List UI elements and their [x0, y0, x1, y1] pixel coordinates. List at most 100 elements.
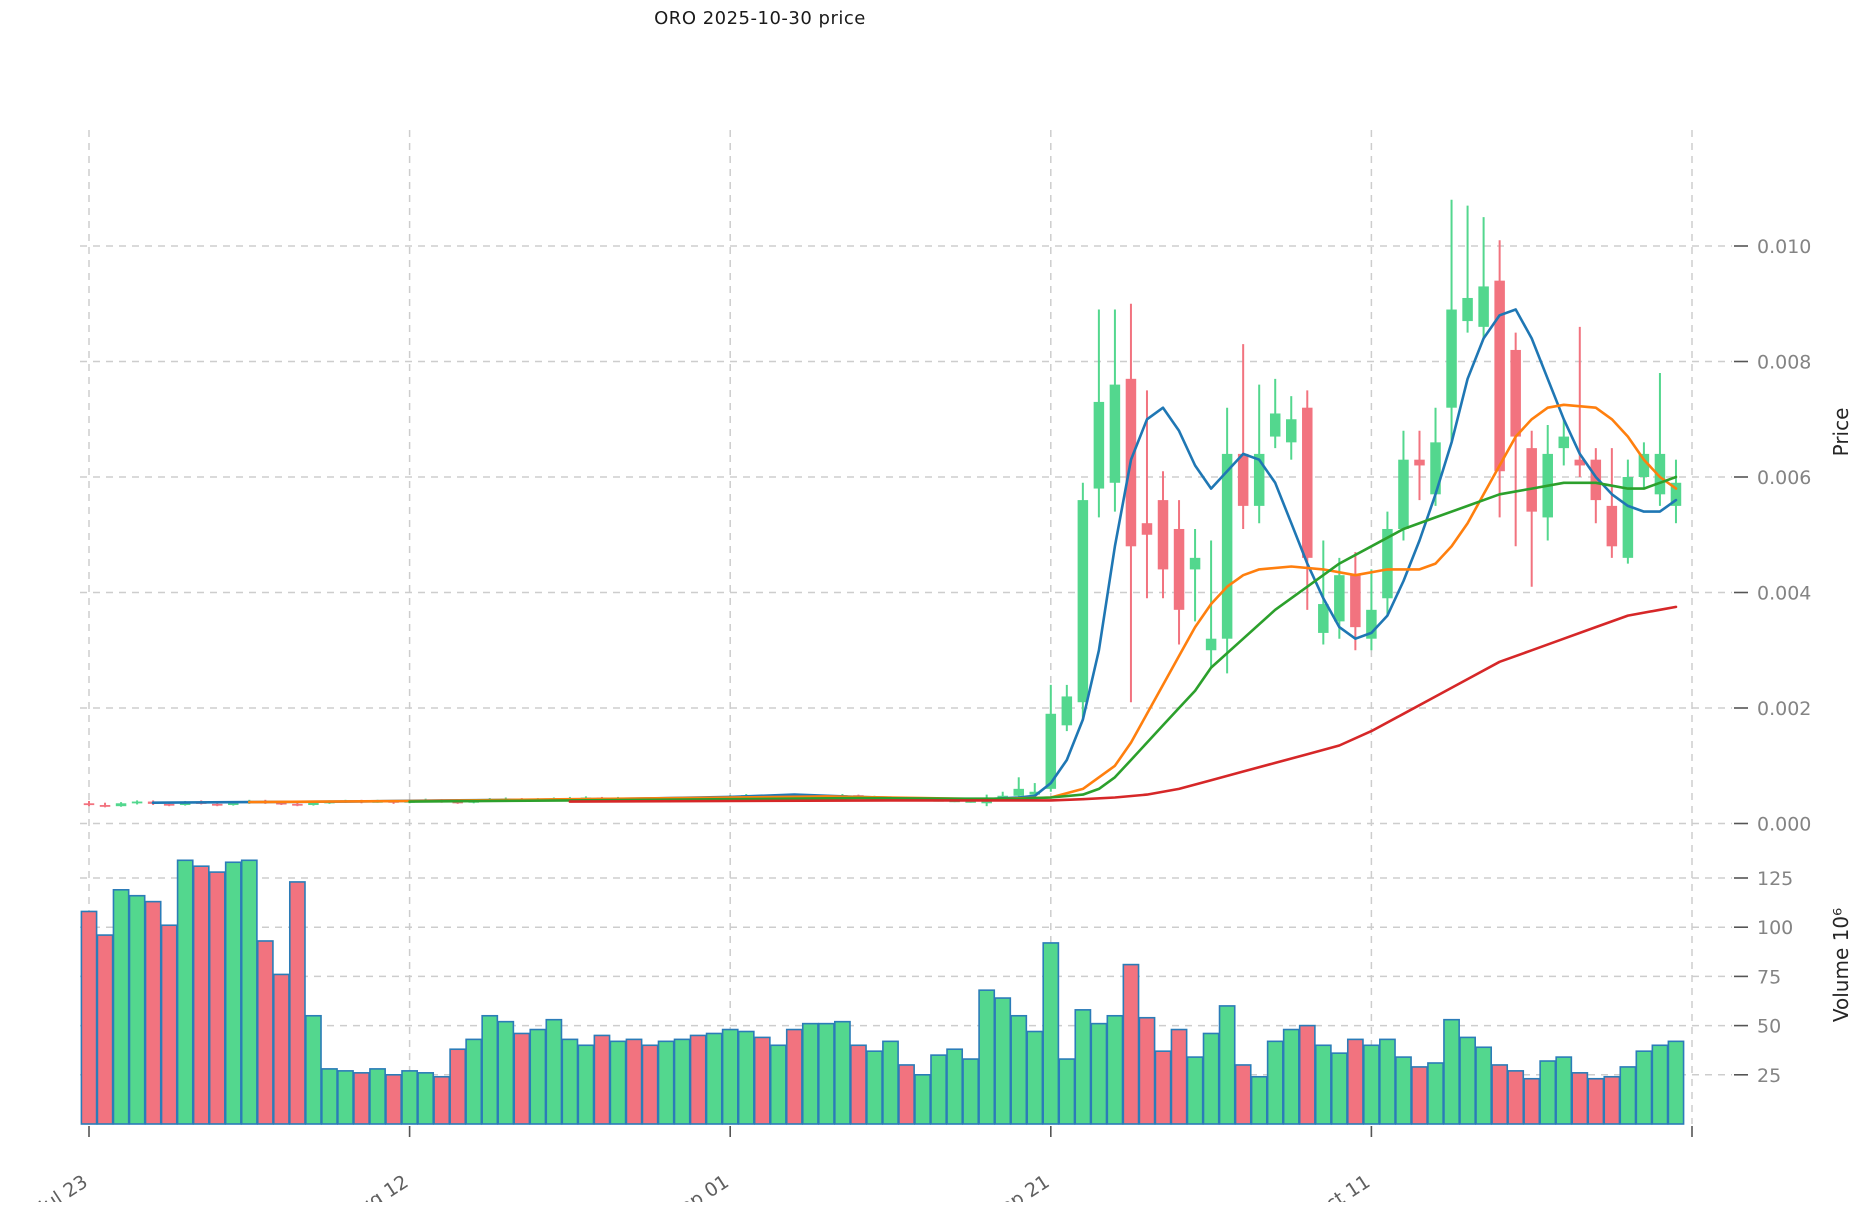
volume-tick-label: 100	[1757, 917, 1793, 939]
volume-bar	[978, 989, 996, 1125]
candle-body	[1430, 442, 1441, 495]
volume-bar	[1459, 1036, 1476, 1125]
candle-body	[276, 802, 287, 805]
axis-titles: Price Volume 10⁶	[1829, 408, 1853, 1023]
volume-bar	[609, 1040, 627, 1125]
volume-bar	[625, 1038, 643, 1125]
price-tick-label: 0.000	[1757, 814, 1811, 836]
volume-bar	[481, 1014, 499, 1125]
volume-tick-label: 75	[1757, 966, 1781, 988]
candle-body	[1494, 280, 1505, 472]
volume-bar	[1042, 942, 1060, 1125]
candle-body	[1173, 528, 1185, 610]
date-tick-label: Sep 21	[986, 1171, 1053, 1202]
date-tick-label: Oct 11	[1309, 1171, 1374, 1202]
volume-bar	[401, 1070, 418, 1125]
candle-body	[1221, 453, 1233, 639]
volume-bar	[1186, 1056, 1204, 1125]
volume-bar	[1395, 1056, 1412, 1125]
price-tick-label: 0.010	[1757, 236, 1811, 258]
chart-title: ORO 2025-10-30 price	[654, 8, 866, 29]
volume-bar	[240, 859, 258, 1125]
candle-body	[1205, 638, 1217, 651]
date-tick-label: Jul 23	[34, 1171, 91, 1202]
volume-bar	[946, 1048, 964, 1125]
volume-bar	[1010, 1014, 1028, 1125]
candle-body	[1253, 453, 1265, 506]
volume-bar	[1298, 1024, 1316, 1125]
candle-body	[1574, 459, 1586, 466]
volume-bar	[1491, 1064, 1509, 1125]
volume-bar	[449, 1048, 467, 1125]
volume-bar	[353, 1072, 370, 1125]
candle-body	[1077, 500, 1089, 703]
candle-body	[1029, 791, 1041, 795]
volume-bar	[80, 910, 98, 1125]
volume-bar	[1106, 1014, 1124, 1125]
volume-bar	[224, 861, 242, 1125]
candle-body	[228, 802, 239, 806]
date-tick-label: Aug 12	[344, 1171, 412, 1202]
volume-bar	[850, 1044, 867, 1125]
volume-bar	[1250, 1075, 1268, 1125]
volume-bar	[561, 1038, 579, 1125]
volume-bar	[1651, 1044, 1669, 1125]
volume-bar	[369, 1068, 386, 1125]
volume-bar	[1603, 1075, 1621, 1125]
volume-bar	[641, 1044, 659, 1125]
volume-bar	[1619, 1066, 1637, 1125]
candle-body	[1622, 477, 1634, 558]
volume-bar	[1266, 1040, 1284, 1125]
volume-bar	[898, 1064, 915, 1125]
volume-bar	[112, 889, 130, 1125]
volume-axis-title: Volume 10⁶	[1829, 908, 1853, 1022]
volume-bar	[1475, 1046, 1493, 1125]
volume-bar	[465, 1038, 483, 1125]
volume-bar	[1154, 1050, 1172, 1125]
volume-bar	[497, 1020, 515, 1125]
volume-bar	[128, 894, 146, 1125]
price-tick-label: 0.008	[1757, 352, 1811, 374]
candles	[83, 199, 1682, 808]
price-tick-label: 0.006	[1757, 467, 1811, 489]
volume-bar	[737, 1030, 755, 1125]
candle-body	[1670, 482, 1682, 506]
volume-bar	[529, 1028, 547, 1125]
volume-bar	[256, 940, 274, 1125]
volume-bar	[96, 934, 114, 1125]
candle-body	[1045, 713, 1057, 789]
volume-bar	[1090, 1022, 1108, 1125]
volume-bar	[1074, 1009, 1092, 1125]
candle-body	[1462, 297, 1473, 322]
volume-bar	[160, 924, 178, 1125]
price-tick-label: 0.002	[1757, 698, 1811, 720]
candle-body	[99, 805, 111, 807]
moving-averages	[151, 308, 1678, 805]
volume-bar	[593, 1034, 611, 1125]
volume-bar	[801, 1022, 819, 1125]
volume-bar	[1330, 1052, 1348, 1125]
volume-bar	[1363, 1044, 1380, 1125]
candle-body	[308, 802, 319, 806]
candle-body	[131, 801, 143, 804]
volume-bar	[769, 1044, 787, 1125]
candle-body	[1478, 286, 1489, 327]
volume-tick-label: 50	[1757, 1016, 1781, 1038]
candle-body	[163, 803, 175, 806]
volume-bar	[1379, 1038, 1396, 1125]
volume-bar	[1523, 1077, 1541, 1125]
volume-bar	[1443, 1018, 1460, 1125]
volume-bar	[305, 1014, 322, 1125]
candle-body	[1334, 575, 1345, 622]
volume-bar	[785, 1028, 803, 1125]
volume-bar	[1571, 1072, 1589, 1125]
volume-bar	[1555, 1056, 1573, 1125]
volume-bar	[657, 1040, 675, 1125]
candle-body	[83, 803, 95, 806]
candle-body	[1189, 557, 1201, 570]
volume-bar	[321, 1068, 338, 1125]
date-axis: Jul 23 Aug 12 Sep 01 Sep 21 Oct 11	[34, 1126, 1693, 1206]
candle-body	[1302, 407, 1313, 558]
volume-bar	[176, 859, 194, 1125]
